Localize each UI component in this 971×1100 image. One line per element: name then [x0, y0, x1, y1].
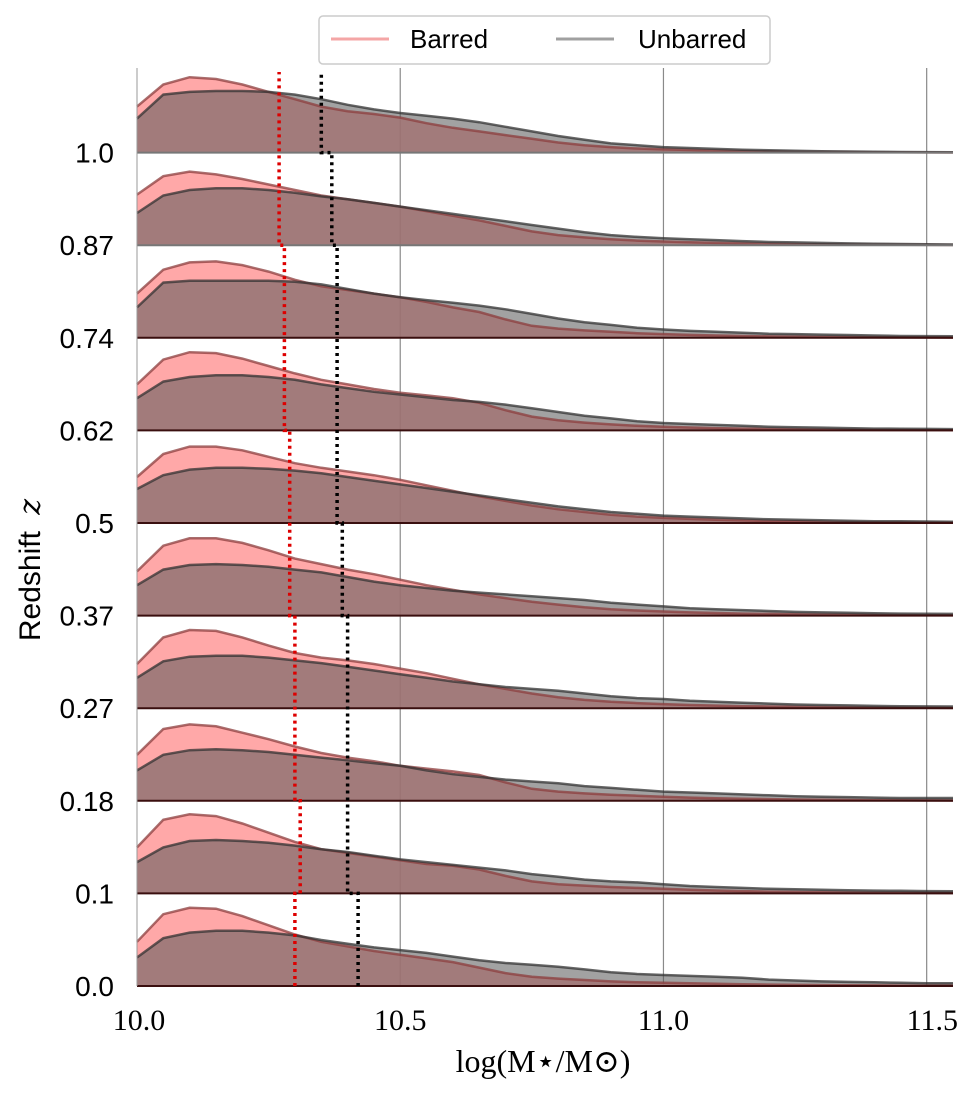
- unbarred-density-area: [137, 467, 953, 523]
- unbarred-density-line: [136, 89, 954, 154]
- unbarred-density-line: [136, 186, 954, 246]
- unbarred-density-area: [137, 655, 953, 709]
- legend: Barred Unbarred: [318, 15, 771, 65]
- ridge-row-z-0.0: [136, 906, 954, 988]
- barred-density-line: [136, 628, 954, 710]
- barred-median-line: [277, 72, 302, 986]
- unbarred-density-line: [136, 929, 953, 985]
- unbarred-density-line: [136, 562, 954, 616]
- ridge-row-z-0.87: [136, 170, 954, 247]
- legend-barred-label: Barred: [410, 24, 488, 54]
- unbarred-density-area: [137, 375, 953, 431]
- unbarred-density-area: [137, 91, 953, 153]
- y-tick-label: 1.0: [75, 138, 114, 169]
- unbarred-density-area: [137, 188, 953, 246]
- barred-density-line: [136, 813, 954, 895]
- barred-density-line: [136, 723, 954, 802]
- unbarred-density-area: [137, 749, 953, 801]
- ridge-row-z-0.18: [136, 723, 954, 802]
- unbarred-density-area: [137, 280, 953, 338]
- unbarred-density-line: [136, 373, 954, 431]
- y-axis-label-group: Redshift z: [13, 499, 48, 641]
- y-axis-label-variable: z: [13, 499, 48, 516]
- unbarred-density-line: [136, 654, 954, 708]
- unbarred-density-area: [137, 840, 953, 894]
- ridge-row-z-0.5: [136, 445, 954, 524]
- grid-layer: [399, 68, 928, 986]
- x-tick-label: 10.5: [374, 1004, 427, 1037]
- y-tick-label: 0.37: [60, 601, 115, 632]
- ridge-layer: [136, 75, 954, 988]
- unbarred-density-line: [136, 279, 954, 338]
- axis-layer: 0.0 0.1 0.18 0.27 0.37 0.5 0.62 0.74 0.87 1.0 10.0…: [60, 68, 958, 1037]
- x-tick-label: 11.0: [638, 1004, 689, 1037]
- y-tick-label: 0.62: [60, 415, 115, 446]
- y-tick-label: 0.87: [60, 230, 115, 261]
- ridge-row-z-0.74: [136, 260, 954, 339]
- ridge-row-z-0.27: [136, 628, 954, 710]
- y-tick-label: 0.27: [60, 693, 115, 724]
- y-tick-label: 0.5: [75, 508, 114, 539]
- y-axis-label-text: Redshift: [14, 530, 47, 641]
- y-tick-label: 0.0: [75, 971, 114, 1002]
- unbarred-density-line: [136, 748, 953, 800]
- legend-unbarred-label: Unbarred: [638, 24, 746, 54]
- unbarred-density-area: [137, 564, 953, 616]
- y-tick-label: 0.1: [75, 878, 114, 909]
- x-tick-label: 11.5: [907, 1004, 958, 1037]
- ridge-row-z-0.1: [136, 813, 954, 895]
- unbarred-median-line: [319, 72, 360, 986]
- barred-density-line: [136, 537, 954, 617]
- y-tick-label: 0.74: [60, 323, 115, 354]
- ridge-row-z-1.0: [136, 75, 954, 154]
- unbarred-density-line: [136, 466, 954, 523]
- ridge-row-z-0.37: [136, 537, 954, 617]
- ridge-row-z-0.62: [136, 350, 954, 432]
- y-axis-label: Redshift z: [13, 499, 48, 641]
- legend-frame: [318, 15, 771, 65]
- barred-density-line: [136, 445, 954, 524]
- x-tick-label: 10.0: [113, 1004, 166, 1037]
- median-layer: [277, 72, 360, 986]
- y-tick-label: 0.18: [60, 786, 115, 817]
- x-axis-label: log(M⋆/M⊙): [456, 1043, 631, 1079]
- unbarred-density-line: [136, 838, 954, 893]
